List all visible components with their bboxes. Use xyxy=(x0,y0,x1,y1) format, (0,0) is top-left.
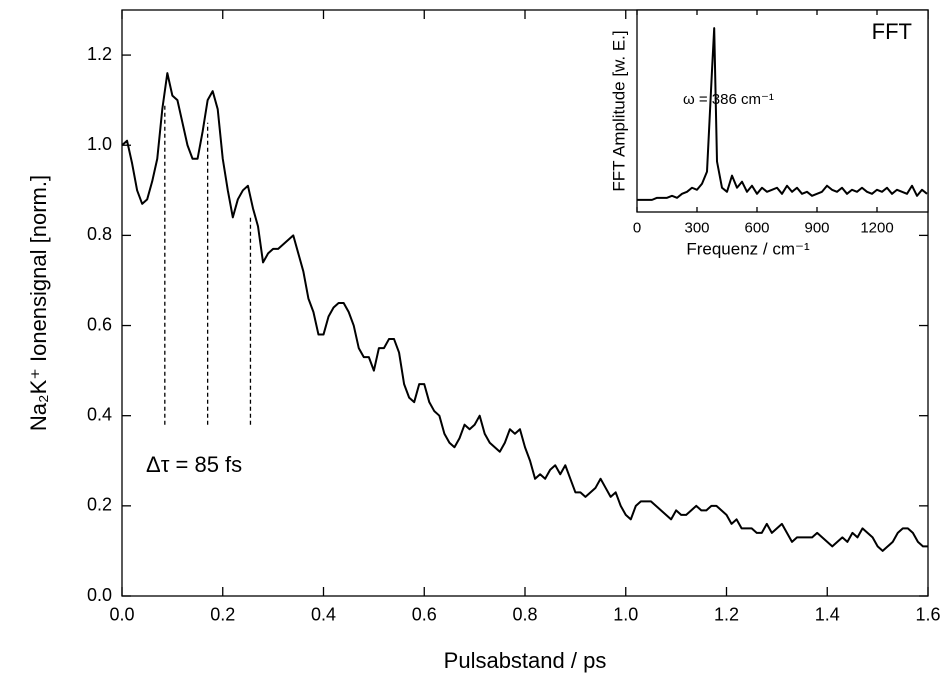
y-tick-label: 0.2 xyxy=(87,495,112,515)
x-tick-label: 0 xyxy=(633,219,641,236)
x-tick-label: 0.0 xyxy=(109,605,134,625)
y-tick-label: 0.6 xyxy=(87,314,112,334)
inset-title: FFT xyxy=(872,19,912,44)
x-tick-label: 1.4 xyxy=(815,605,840,625)
x-tick-label: 300 xyxy=(684,219,709,236)
x-tick-label: 0.2 xyxy=(210,605,235,625)
y-tick-label: 1.2 xyxy=(87,44,112,64)
x-tick-label: 1.0 xyxy=(613,605,638,625)
x-tick-label: 1.2 xyxy=(714,605,739,625)
y-axis-label: Na₂K⁺ Ionensignal [norm.] xyxy=(26,175,51,431)
y-tick-label: 0.4 xyxy=(87,404,112,424)
x-tick-label: 900 xyxy=(804,219,829,236)
x-axis-label: Pulsabstand / ps xyxy=(444,648,607,673)
x-tick-label: 1200 xyxy=(860,219,893,236)
x-tick-label: 0.8 xyxy=(512,605,537,625)
x-tick-label: 0.6 xyxy=(412,605,437,625)
y-axis-label: FFT Amplitude [w. E.] xyxy=(609,30,628,191)
x-tick-label: 1.6 xyxy=(915,605,940,625)
x-tick-label: 600 xyxy=(744,219,769,236)
x-tick-label: 0.4 xyxy=(311,605,336,625)
inset-background xyxy=(637,10,928,212)
data-line xyxy=(121,72,928,552)
annotation: Δτ = 85 fs xyxy=(146,452,242,477)
annotation: ω = 386 cm⁻¹ xyxy=(683,91,774,108)
y-tick-label: 0.8 xyxy=(87,224,112,244)
y-tick-label: 0.0 xyxy=(87,585,112,605)
plot-frame xyxy=(636,9,929,213)
y-tick-label: 1.0 xyxy=(87,134,112,154)
data-line xyxy=(637,27,928,201)
x-axis-label: Frequenz / cm⁻¹ xyxy=(686,239,810,258)
